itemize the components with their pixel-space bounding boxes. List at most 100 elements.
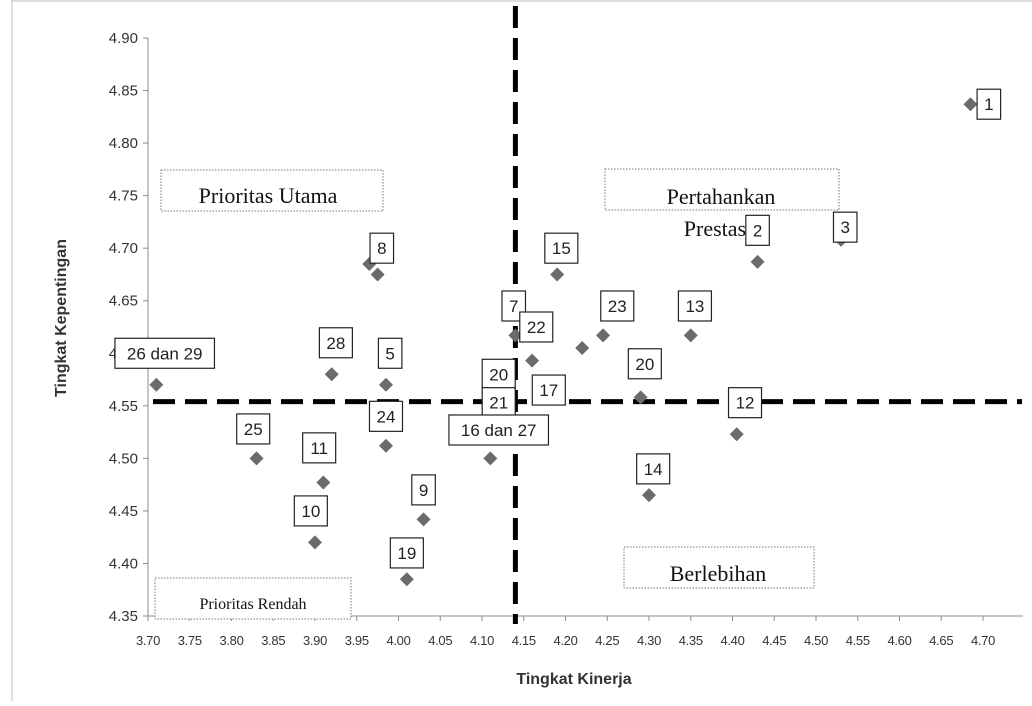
data-point: [683, 328, 698, 343]
point-label-box: [600, 290, 635, 322]
point-label-box: [976, 88, 1002, 120]
data-point: [399, 572, 414, 587]
quadrant-box-berlebihan: [623, 546, 815, 589]
point-label-box: [448, 414, 550, 446]
x-tick-label: 4.45: [762, 633, 786, 648]
point-label-box: [636, 453, 671, 485]
data-point: [370, 267, 385, 282]
data-point: [596, 328, 611, 343]
point-label: 20: [635, 355, 654, 374]
x-tick-label: 4.50: [804, 633, 828, 648]
x-tick-label: 4.65: [929, 633, 953, 648]
point-label: 20: [489, 365, 508, 384]
x-tick-label: 4.55: [846, 633, 870, 648]
point-label-box: [411, 474, 436, 506]
point-label: 8: [377, 239, 386, 258]
quadrant-label-prioritas-rendah: Prioritas Rendah: [199, 596, 306, 613]
quadrant-label-pertahankan: Pertahankan: [667, 184, 776, 209]
data-point: [308, 535, 322, 550]
point-label: 2: [753, 221, 762, 240]
point-label-box: [389, 537, 424, 569]
data-point: [963, 97, 978, 112]
x-tick-label: 4.70: [971, 633, 995, 648]
x-tick-label: 4.05: [428, 633, 452, 648]
point-label: 21: [489, 394, 508, 413]
point-label-box: [519, 311, 554, 343]
quadrant-box-prioritas-rendah: [154, 577, 352, 620]
point-label: 5: [385, 344, 394, 363]
point-label: 24: [377, 407, 396, 426]
point-label-box: [377, 337, 403, 369]
y-tick-label: 4.50: [109, 450, 138, 467]
y-tick-label: 4.75: [109, 188, 138, 205]
point-label: 25: [244, 420, 263, 439]
y-tick-label: 4.40: [109, 555, 138, 572]
y-tick-label: 4.35: [109, 608, 138, 625]
x-tick-label: 4.10: [470, 633, 494, 648]
point-label: 7: [509, 297, 518, 316]
point-label-box: [832, 211, 858, 243]
point-label: 19: [397, 544, 416, 563]
x-tick-label: 3.90: [303, 633, 327, 648]
point-label: 26 dan 29: [127, 344, 203, 363]
data-point: [642, 488, 656, 503]
data-point: [316, 475, 331, 490]
point-label-box: [236, 413, 271, 445]
data-point: [575, 341, 590, 356]
y-tick-label: 4.65: [109, 293, 138, 310]
x-tick-label: 4.40: [720, 633, 744, 648]
quadrant-label-prestasi: Prestasi: [684, 216, 752, 241]
point-label: 16 dan 27: [461, 421, 537, 440]
y-tick-label: 4.55: [109, 398, 138, 415]
data-point: [525, 353, 540, 368]
data-point: [378, 377, 393, 392]
y-axis-title: Tingkat Kepentingan: [53, 239, 70, 397]
point-label-box: [544, 232, 579, 264]
point-label: 13: [685, 297, 704, 316]
point-label: 15: [552, 239, 571, 258]
point-label-box: [677, 290, 713, 322]
point-label-box: [302, 432, 337, 464]
x-tick-label: 4.15: [512, 633, 536, 648]
x-tick-label: 4.35: [679, 633, 703, 648]
point-label: 9: [419, 481, 428, 500]
x-tick-label: 3.95: [345, 633, 369, 648]
data-point: [729, 427, 744, 442]
quadrant-label-prioritas-utama: Prioritas Utama: [199, 183, 338, 208]
y-tick-label: 4.45: [109, 503, 138, 520]
x-tick-label: 4.60: [887, 633, 911, 648]
quadrant-label-berlebihan: Berlebihan: [670, 561, 767, 586]
point-label-box: [481, 358, 516, 390]
point-label: 12: [736, 394, 755, 413]
point-label: 11: [310, 439, 328, 458]
x-tick-label: 3.85: [261, 633, 285, 648]
data-point: [249, 451, 264, 466]
point-label-box: [727, 387, 763, 419]
point-label-box: [531, 374, 566, 406]
x-tick-label: 3.75: [178, 633, 202, 648]
point-label: 3: [840, 218, 849, 237]
y-tick-label: 4.85: [109, 83, 138, 100]
data-point: [550, 267, 565, 282]
data-point: [149, 377, 164, 392]
x-tick-label: 4.25: [595, 633, 619, 648]
point-label: 17: [539, 381, 558, 400]
point-label-box: [114, 337, 216, 369]
point-label-box: [481, 387, 516, 419]
point-label-box: [627, 348, 662, 380]
y-tick-label: 4.70: [109, 240, 138, 257]
point-label: 23: [608, 297, 627, 316]
data-point: [508, 328, 523, 343]
data-point: [324, 367, 339, 382]
point-label: 22: [527, 318, 546, 337]
data-point: [483, 451, 498, 466]
data-point: [378, 438, 393, 453]
point-label: 10: [301, 502, 320, 521]
y-tick-label: 4.90: [109, 30, 138, 47]
point-label-box: [745, 214, 770, 246]
point-label: 28: [326, 334, 345, 353]
point-label-box: [369, 232, 395, 264]
point-label: 14: [644, 460, 663, 479]
